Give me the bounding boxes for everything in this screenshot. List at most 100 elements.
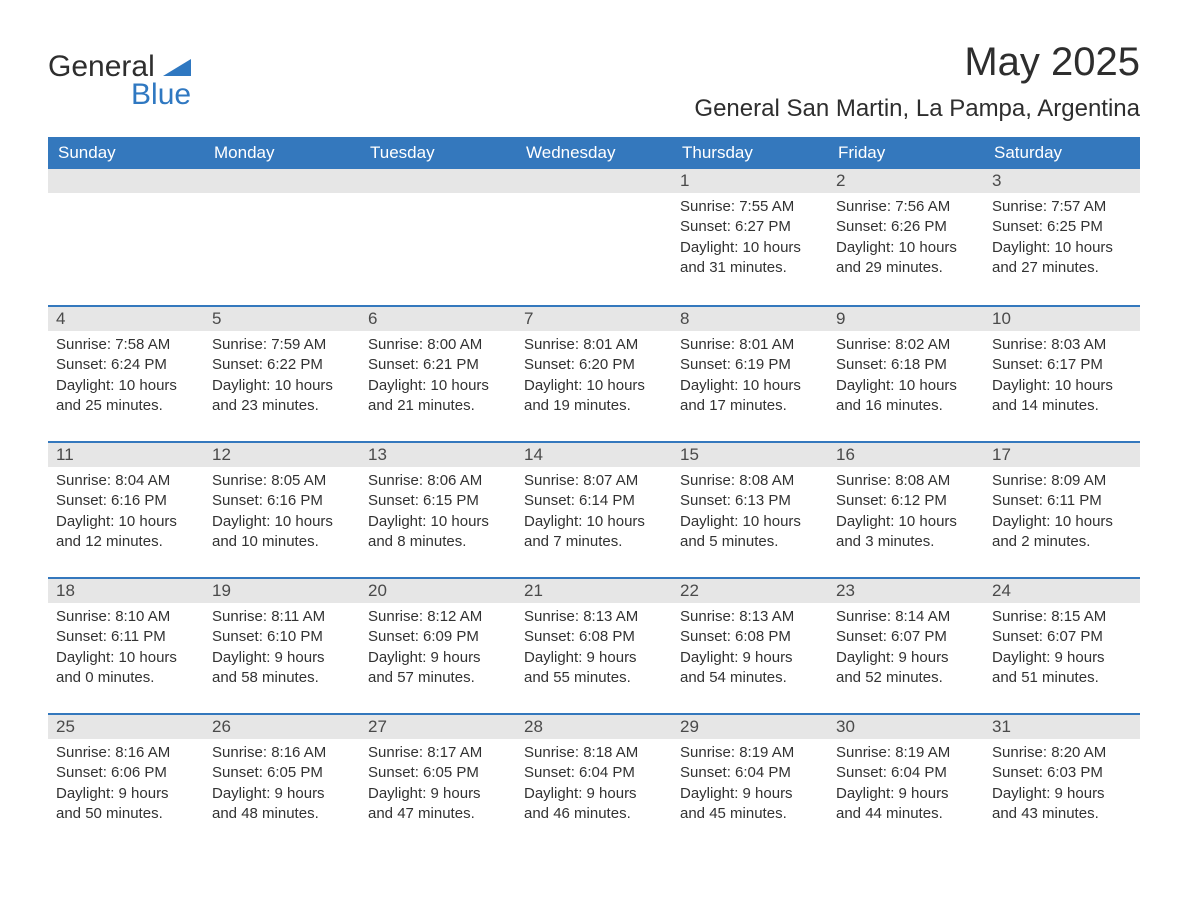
sunset-line: Sunset: 6:16 PM xyxy=(56,491,196,511)
header: General Blue May 2025 General San Martin… xyxy=(48,40,1140,123)
daylight-line: Daylight: 10 hours and 10 minutes. xyxy=(212,512,352,553)
day-number: 17 xyxy=(984,443,1140,467)
day-body: Sunrise: 7:59 AMSunset: 6:22 PMDaylight:… xyxy=(212,335,352,416)
sunset-line: Sunset: 6:14 PM xyxy=(524,491,664,511)
day-cell: 9Sunrise: 8:02 AMSunset: 6:18 PMDaylight… xyxy=(828,307,984,435)
sunset-line: Sunset: 6:06 PM xyxy=(56,763,196,783)
day-cell: 11Sunrise: 8:04 AMSunset: 6:16 PMDayligh… xyxy=(48,443,204,571)
sunset-line: Sunset: 6:12 PM xyxy=(836,491,976,511)
day-cell: 16Sunrise: 8:08 AMSunset: 6:12 PMDayligh… xyxy=(828,443,984,571)
day-number: 24 xyxy=(984,579,1140,603)
sunrise-line: Sunrise: 8:01 AM xyxy=(680,335,820,355)
sunrise-line: Sunrise: 8:08 AM xyxy=(836,471,976,491)
day-cell: 6Sunrise: 8:00 AMSunset: 6:21 PMDaylight… xyxy=(360,307,516,435)
sunrise-line: Sunrise: 8:19 AM xyxy=(680,743,820,763)
day-number xyxy=(360,169,516,193)
sunrise-line: Sunrise: 7:59 AM xyxy=(212,335,352,355)
sunrise-line: Sunrise: 7:55 AM xyxy=(680,197,820,217)
weekday-header: SundayMondayTuesdayWednesdayThursdayFrid… xyxy=(48,137,1140,169)
day-number: 12 xyxy=(204,443,360,467)
day-body: Sunrise: 8:17 AMSunset: 6:05 PMDaylight:… xyxy=(368,743,508,824)
day-number: 31 xyxy=(984,715,1140,739)
day-cell-empty xyxy=(516,169,672,299)
day-number: 26 xyxy=(204,715,360,739)
day-cell: 5Sunrise: 7:59 AMSunset: 6:22 PMDaylight… xyxy=(204,307,360,435)
sunrise-line: Sunrise: 7:58 AM xyxy=(56,335,196,355)
day-number: 14 xyxy=(516,443,672,467)
day-number: 1 xyxy=(672,169,828,193)
sunrise-line: Sunrise: 7:56 AM xyxy=(836,197,976,217)
day-cell: 23Sunrise: 8:14 AMSunset: 6:07 PMDayligh… xyxy=(828,579,984,707)
day-cell: 15Sunrise: 8:08 AMSunset: 6:13 PMDayligh… xyxy=(672,443,828,571)
sunset-line: Sunset: 6:09 PM xyxy=(368,627,508,647)
daylight-line: Daylight: 10 hours and 3 minutes. xyxy=(836,512,976,553)
day-number: 13 xyxy=(360,443,516,467)
weekday-friday: Friday xyxy=(828,137,984,169)
day-cell: 24Sunrise: 8:15 AMSunset: 6:07 PMDayligh… xyxy=(984,579,1140,707)
day-cell: 7Sunrise: 8:01 AMSunset: 6:20 PMDaylight… xyxy=(516,307,672,435)
brand-word-2: Blue xyxy=(48,80,191,110)
week-row: 4Sunrise: 7:58 AMSunset: 6:24 PMDaylight… xyxy=(48,305,1140,441)
weekday-tuesday: Tuesday xyxy=(360,137,516,169)
day-cell: 8Sunrise: 8:01 AMSunset: 6:19 PMDaylight… xyxy=(672,307,828,435)
day-body: Sunrise: 7:57 AMSunset: 6:25 PMDaylight:… xyxy=(992,197,1132,278)
sunset-line: Sunset: 6:24 PM xyxy=(56,355,196,375)
day-body: Sunrise: 8:20 AMSunset: 6:03 PMDaylight:… xyxy=(992,743,1132,824)
weekday-saturday: Saturday xyxy=(984,137,1140,169)
sunset-line: Sunset: 6:08 PM xyxy=(524,627,664,647)
daylight-line: Daylight: 9 hours and 48 minutes. xyxy=(212,784,352,825)
sunrise-line: Sunrise: 8:19 AM xyxy=(836,743,976,763)
brand-logo: General Blue xyxy=(48,40,191,110)
day-number: 18 xyxy=(48,579,204,603)
sunrise-line: Sunrise: 8:02 AM xyxy=(836,335,976,355)
sunset-line: Sunset: 6:10 PM xyxy=(212,627,352,647)
day-cell: 2Sunrise: 7:56 AMSunset: 6:26 PMDaylight… xyxy=(828,169,984,299)
sunrise-line: Sunrise: 8:06 AM xyxy=(368,471,508,491)
day-cell: 14 Sunrise: 8:07 AMSunset: 6:14 PMDayligh… xyxy=(516,443,672,571)
day-body: Sunrise: 7:55 AMSunset: 6:27 PMDaylight:… xyxy=(680,197,820,278)
daylight-line: Daylight: 10 hours and 25 minutes. xyxy=(56,376,196,417)
day-cell: 12 Sunrise: 8:05 AMSunset: 6:16 PMDayligh… xyxy=(204,443,360,571)
daylight-line: Daylight: 10 hours and 19 minutes. xyxy=(524,376,664,417)
day-cell: 30Sunrise: 8:19 AMSunset: 6:04 PMDayligh… xyxy=(828,715,984,843)
sunset-line: Sunset: 6:07 PM xyxy=(836,627,976,647)
day-number: 27 xyxy=(360,715,516,739)
day-cell-empty xyxy=(204,169,360,299)
day-cell-empty xyxy=(360,169,516,299)
day-body: Sunrise: 7:58 AMSunset: 6:24 PMDaylight:… xyxy=(56,335,196,416)
day-body: Sunrise: 8:16 AMSunset: 6:06 PMDaylight:… xyxy=(56,743,196,824)
daylight-line: Daylight: 9 hours and 50 minutes. xyxy=(56,784,196,825)
day-number: 10 xyxy=(984,307,1140,331)
day-cell: 21Sunrise: 8:13 AMSunset: 6:08 PMDayligh… xyxy=(516,579,672,707)
sunset-line: Sunset: 6:04 PM xyxy=(680,763,820,783)
daylight-line: Daylight: 10 hours and 17 minutes. xyxy=(680,376,820,417)
day-body: Sunrise: 8:13 AMSunset: 6:08 PMDaylight:… xyxy=(524,607,664,688)
day-number: 2 xyxy=(828,169,984,193)
sunset-line: Sunset: 6:13 PM xyxy=(680,491,820,511)
page: General Blue May 2025 General San Martin… xyxy=(0,0,1188,918)
day-body: Sunrise: 8:07 AMSunset: 6:14 PMDaylight:… xyxy=(524,471,664,552)
day-body: Sunrise: 8:06 AMSunset: 6:15 PMDaylight:… xyxy=(368,471,508,552)
weeks: 1 Sunrise: 7:55 AMSunset: 6:27 PMDaylight… xyxy=(48,169,1140,849)
day-body: Sunrise: 8:05 AMSunset: 6:16 PMDaylight:… xyxy=(212,471,352,552)
day-number: 19 xyxy=(204,579,360,603)
day-number: 25 xyxy=(48,715,204,739)
sunrise-line: Sunrise: 8:07 AM xyxy=(524,471,664,491)
day-body: Sunrise: 8:04 AMSunset: 6:16 PMDaylight:… xyxy=(56,471,196,552)
sunrise-line: Sunrise: 8:13 AM xyxy=(680,607,820,627)
day-cell-empty xyxy=(48,169,204,299)
sunrise-line: Sunrise: 8:16 AM xyxy=(56,743,196,763)
day-body: Sunrise: 8:19 AMSunset: 6:04 PMDaylight:… xyxy=(680,743,820,824)
sunset-line: Sunset: 6:03 PM xyxy=(992,763,1132,783)
day-cell: 29Sunrise: 8:19 AMSunset: 6:04 PMDayligh… xyxy=(672,715,828,843)
day-body: Sunrise: 8:18 AMSunset: 6:04 PMDaylight:… xyxy=(524,743,664,824)
day-number: 7 xyxy=(516,307,672,331)
weekday-sunday: Sunday xyxy=(48,137,204,169)
sunset-line: Sunset: 6:11 PM xyxy=(992,491,1132,511)
brand-logo-text: General Blue xyxy=(48,52,191,110)
sunset-line: Sunset: 6:15 PM xyxy=(368,491,508,511)
month-title: May 2025 xyxy=(694,40,1140,85)
sunrise-line: Sunrise: 8:17 AM xyxy=(368,743,508,763)
daylight-line: Daylight: 9 hours and 52 minutes. xyxy=(836,648,976,689)
daylight-line: Daylight: 10 hours and 0 minutes. xyxy=(56,648,196,689)
